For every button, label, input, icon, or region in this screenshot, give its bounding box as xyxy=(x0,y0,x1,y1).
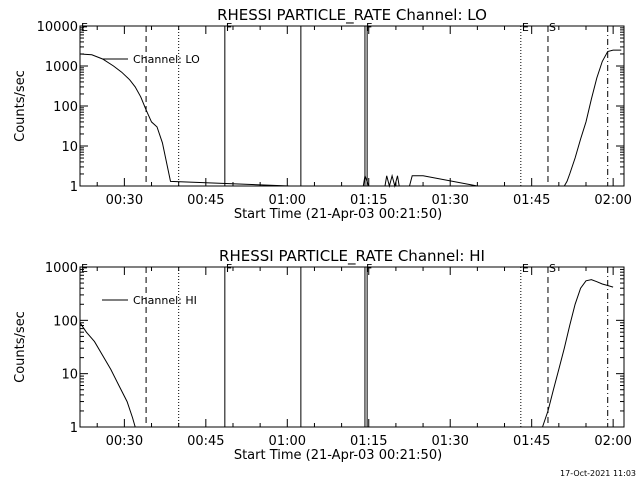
plot-frame xyxy=(79,266,625,428)
event-marker-label: F xyxy=(226,21,232,34)
timestamp: 17-Oct-2021 11:03 xyxy=(560,469,636,478)
x-tick-label: 01:30 xyxy=(431,434,468,449)
y-tick-label: 1 xyxy=(70,421,78,436)
x-tick-label: 00:45 xyxy=(187,193,224,208)
x-tick-label: 02:00 xyxy=(594,193,631,208)
x-tick-label: 01:30 xyxy=(431,193,468,208)
event-marker-label: E xyxy=(522,262,529,275)
event-marker-label: F xyxy=(226,262,232,275)
x-tick-label: 01:45 xyxy=(513,193,550,208)
chart-panel-1: RHESSI PARTICLE_RATE Channel: LO 1 10 100 10… xyxy=(13,6,632,222)
series-line xyxy=(79,279,614,428)
legend-label: Channel: LO xyxy=(133,53,200,66)
x-tick-label: 00:30 xyxy=(106,193,143,208)
y-tick-label: 100 xyxy=(53,100,78,115)
x-axis-label: Start Time (21-Apr-03 00:21:50) xyxy=(234,207,442,222)
event-marker-label: E xyxy=(522,21,529,34)
x-tick-label: 00:30 xyxy=(106,434,143,449)
x-tick-label: 01:00 xyxy=(269,193,306,208)
event-marker-label: S xyxy=(549,21,556,34)
x-tick-label: 01:45 xyxy=(513,434,550,449)
y-tick-label: 1000 xyxy=(45,60,78,75)
y-axis-label: Counts/sec xyxy=(13,311,28,383)
chart-title: RHESSI PARTICLE_RATE Channel: LO xyxy=(217,6,487,25)
y-tick-label: 10 xyxy=(61,368,78,383)
chart-title: RHESSI PARTICLE_RATE Channel: HI xyxy=(219,247,485,266)
x-tick-label: 01:15 xyxy=(350,193,387,208)
legend-label: Channel: HI xyxy=(133,294,197,307)
y-tick-label: 1000 xyxy=(45,261,78,276)
event-marker-label: E xyxy=(81,262,88,275)
series-line xyxy=(79,49,622,188)
x-tick-label: 01:15 xyxy=(350,434,387,449)
y-tick-label: 100 xyxy=(53,314,78,329)
y-tick-label: 10000 xyxy=(37,20,78,35)
y-tick-label: 10 xyxy=(61,140,78,155)
y-axis-label: Counts/sec xyxy=(13,70,28,142)
y-tick-label: 1 xyxy=(70,180,78,195)
x-axis-label: Start Time (21-Apr-03 00:21:50) xyxy=(234,448,442,463)
x-tick-label: 02:00 xyxy=(594,434,631,449)
event-marker-label: S xyxy=(549,262,556,275)
event-marker-label: E xyxy=(81,21,88,34)
plot-frame xyxy=(79,25,625,187)
x-tick-label: 00:45 xyxy=(187,434,224,449)
event-marker-label: F xyxy=(366,262,372,275)
event-marker-label: F xyxy=(366,21,372,34)
chart-panel-2: RHESSI PARTICLE_RATE Channel: HI 1 10 100 10… xyxy=(13,247,632,463)
x-tick-label: 01:00 xyxy=(269,434,306,449)
